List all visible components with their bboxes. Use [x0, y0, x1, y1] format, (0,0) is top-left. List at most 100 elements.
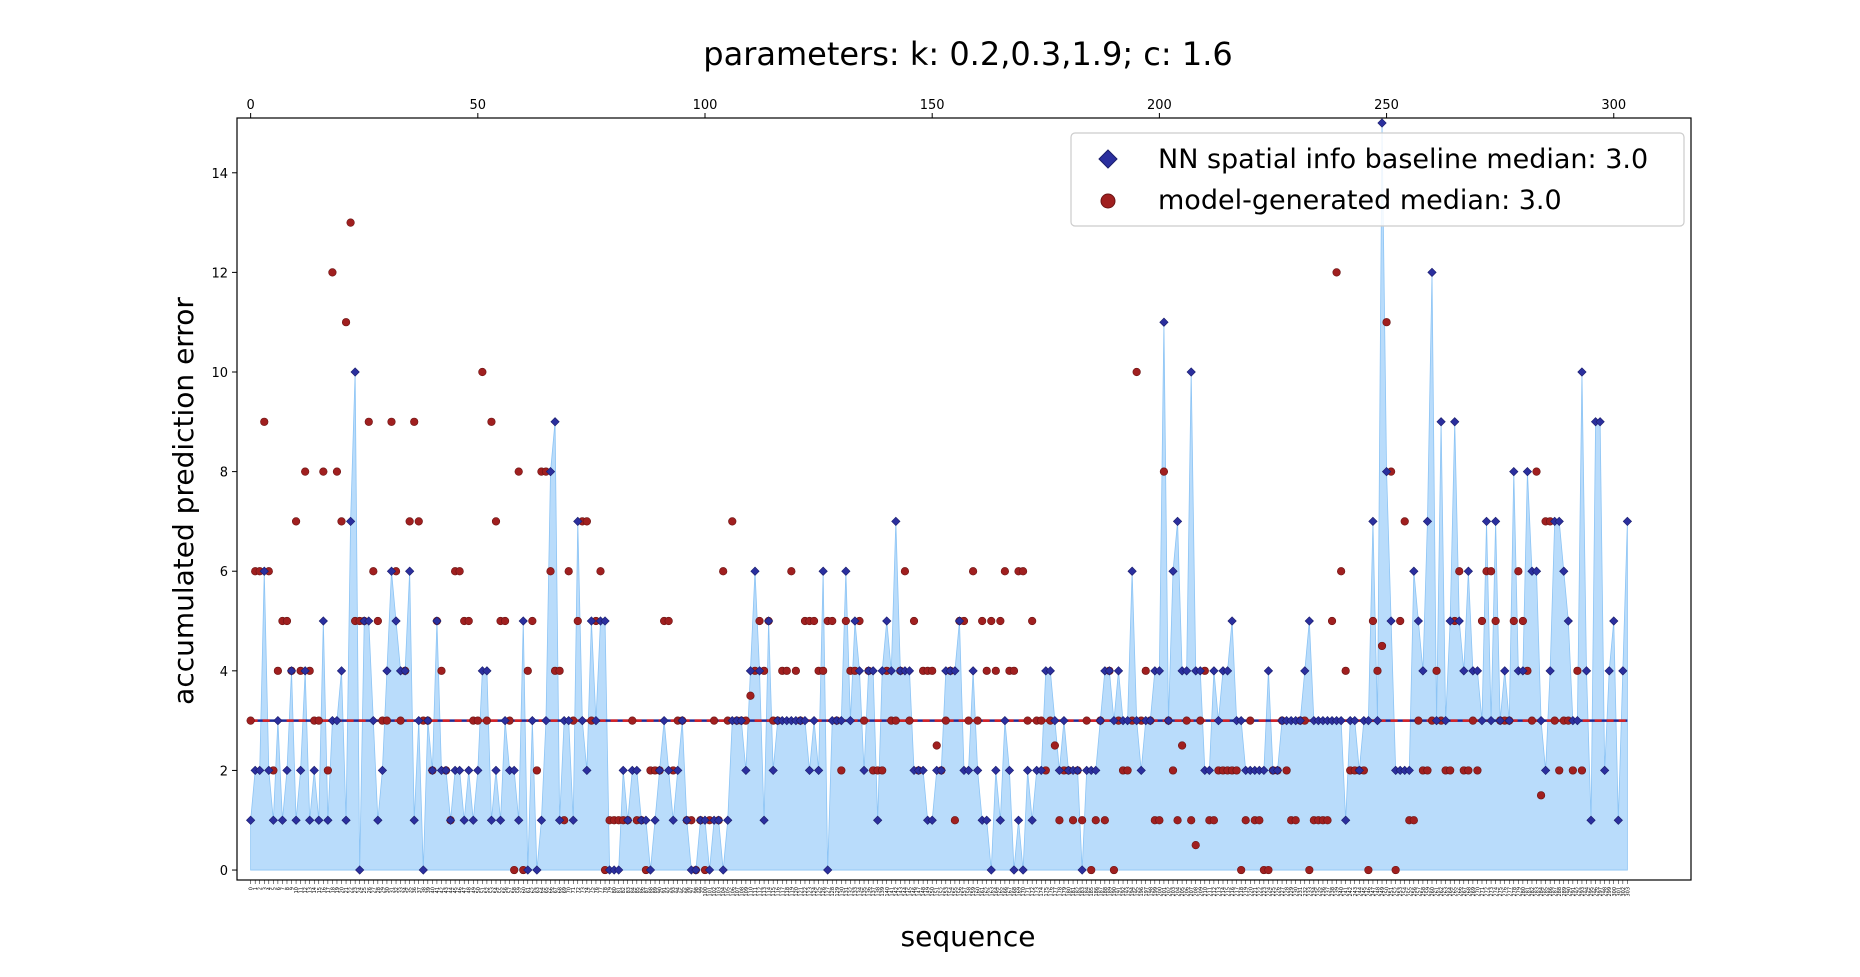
model-point	[523, 666, 532, 675]
x-bottom-tick-label: 30	[385, 887, 391, 893]
baseline-point	[641, 815, 651, 825]
x-bottom-tick-label: 104	[721, 887, 727, 897]
baseline-point	[759, 815, 769, 825]
x-bottom-tick-label: 283	[1535, 887, 1541, 897]
model-point	[555, 666, 564, 675]
baseline-point	[400, 666, 410, 676]
baseline-point	[1354, 765, 1364, 776]
x-bottom-tick-label: 131	[844, 887, 850, 897]
x-bottom-tick-label: 264	[1448, 887, 1454, 897]
x-bottom-tick-label: 139	[880, 887, 886, 897]
baseline-point	[1572, 716, 1583, 726]
baseline-point	[373, 815, 383, 825]
x-top-tick-label: 0	[246, 98, 254, 113]
baseline-point	[1490, 516, 1501, 527]
x-bottom-tick-label: 56	[503, 887, 509, 893]
baseline-point	[368, 716, 378, 726]
model-point	[410, 417, 419, 426]
baseline-point	[1600, 765, 1610, 776]
model-point	[396, 716, 405, 725]
baseline-point	[473, 765, 483, 776]
x-bottom-tick-label: 247	[1371, 887, 1377, 897]
baseline-point	[345, 516, 356, 527]
x-bottom-tick-label: 42	[439, 887, 445, 893]
model-point	[414, 517, 423, 526]
x-bottom-tick-label: 101	[708, 887, 714, 897]
baseline-point	[246, 815, 256, 825]
baseline-point	[1445, 616, 1455, 626]
baseline-point	[377, 765, 388, 776]
x-bottom-tick-label: 259	[1425, 887, 1431, 897]
x-bottom-tick-label: 254	[1403, 887, 1409, 897]
x-bottom-tick-label: 117	[780, 887, 786, 897]
x-bottom-tick-label: 272	[1485, 887, 1491, 897]
baseline-point	[836, 716, 846, 726]
baseline-point	[1586, 815, 1596, 825]
model-point	[1305, 865, 1314, 875]
baseline-point	[1604, 666, 1614, 676]
baseline-point	[736, 716, 746, 726]
x-top-tick-label: 50	[470, 98, 487, 113]
x-bottom-tick-label: 160	[976, 887, 982, 897]
model-point	[787, 567, 796, 576]
model-point	[328, 268, 337, 277]
baseline-point	[1522, 466, 1533, 477]
model-point	[1018, 567, 1028, 576]
model-point	[1182, 716, 1191, 725]
x-bottom-tick-label: 118	[785, 887, 791, 897]
x-bottom-tick-label: 77	[599, 887, 605, 893]
x-bottom-tick-label: 266	[1457, 887, 1463, 897]
x-bottom-tick-label: 234	[1312, 887, 1318, 897]
model-point	[905, 716, 914, 725]
x-bottom-tick-label: 190	[1112, 887, 1118, 897]
model-point	[532, 766, 541, 775]
baseline-point	[1350, 716, 1360, 726]
baseline-point	[1104, 666, 1115, 676]
x-bottom-tick-label: 34	[403, 887, 409, 893]
model-point	[1009, 666, 1019, 675]
model-point	[1028, 616, 1037, 626]
model-point	[932, 741, 941, 750]
x-bottom-tick-label: 49	[471, 887, 477, 893]
baseline-point	[600, 616, 610, 626]
model-point	[1155, 816, 1164, 825]
model-point	[1173, 816, 1182, 825]
x-bottom-tick-label: 210	[1203, 887, 1209, 897]
x-bottom-tick-label: 31	[389, 887, 395, 893]
baseline-point	[577, 716, 587, 726]
x-bottom-tick-label: 249	[1380, 887, 1386, 897]
model-point	[1055, 816, 1064, 825]
model-point	[1337, 567, 1346, 576]
model-point	[596, 567, 605, 576]
baseline-point	[1059, 716, 1069, 726]
plot-area	[246, 118, 1633, 875]
x-axis-label: sequence	[901, 920, 1036, 953]
x-bottom-tick-label: 5	[271, 887, 277, 890]
model-point	[473, 716, 482, 725]
model-point	[991, 666, 1000, 675]
baseline-point	[991, 765, 1001, 776]
x-bottom-tick-label: 136	[867, 887, 873, 897]
x-bottom-tick-label: 122	[803, 887, 809, 897]
baseline-point	[445, 815, 456, 825]
baseline-point	[414, 716, 424, 726]
y-tick-label: 2	[220, 764, 228, 779]
baseline-point	[936, 765, 946, 776]
x-bottom-tick-label: 183	[1080, 887, 1086, 897]
baseline-point	[309, 765, 319, 776]
baseline-point	[527, 716, 537, 726]
model-point	[1377, 641, 1387, 651]
y-tick-label: 4	[220, 665, 228, 680]
x-bottom-tick-label: 171	[1026, 887, 1032, 897]
model-point	[382, 716, 392, 725]
model-point	[1518, 616, 1527, 626]
baseline-point	[532, 865, 542, 875]
baseline-point	[891, 516, 901, 527]
x-bottom-tick-label: 91	[662, 887, 668, 893]
baseline-point	[845, 716, 856, 726]
model-point	[500, 616, 510, 626]
x-bottom-tick-label: 97	[689, 887, 695, 893]
model-point	[728, 517, 737, 526]
x-bottom-tick-label: 65	[544, 887, 550, 893]
x-bottom-tick-label: 230	[1294, 887, 1300, 897]
